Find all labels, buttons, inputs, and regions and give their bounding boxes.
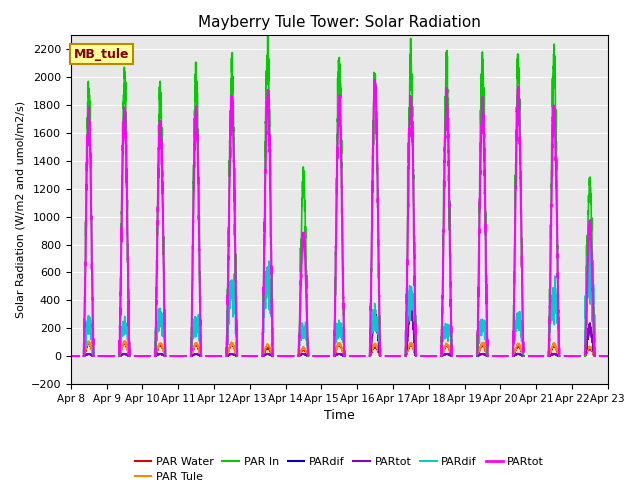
PARdif	[67, 353, 75, 359]
PAR In	[604, 353, 612, 359]
PAR In	[604, 353, 611, 359]
PARtot	[604, 353, 611, 359]
PARtot	[319, 353, 327, 359]
PARdif	[319, 353, 327, 359]
PAR In	[460, 353, 467, 359]
PARdif	[604, 353, 611, 359]
PAR In	[319, 353, 327, 359]
PARdif	[604, 353, 612, 359]
PARdif	[319, 353, 327, 359]
Line: PARdif: PARdif	[71, 236, 608, 356]
PAR Tule	[430, 353, 438, 359]
Line: PARtot: PARtot	[71, 300, 608, 356]
PARtot	[604, 353, 611, 359]
X-axis label: Time: Time	[324, 409, 355, 422]
PARdif	[67, 353, 75, 359]
PARtot	[460, 353, 467, 359]
Line: PAR Water: PAR Water	[71, 341, 608, 356]
PARtot	[319, 353, 327, 359]
Line: PAR Tule: PAR Tule	[71, 341, 608, 356]
PAR Tule	[604, 353, 612, 359]
Title: Mayberry Tule Tower: Solar Radiation: Mayberry Tule Tower: Solar Radiation	[198, 15, 481, 30]
PAR Water	[490, 353, 498, 359]
PAR Water	[67, 353, 75, 359]
PARtot	[604, 353, 612, 359]
Text: MB_tule: MB_tule	[74, 48, 129, 60]
PARdif	[460, 353, 467, 359]
Legend: PAR Water, PAR Tule, PAR In, PARdif, PARtot, PARdif, PARtot: PAR Water, PAR Tule, PAR In, PARdif, PAR…	[130, 452, 548, 480]
PARtot	[67, 353, 75, 359]
PARtot	[67, 353, 75, 359]
Line: PARdif: PARdif	[71, 299, 608, 356]
Line: PARtot: PARtot	[71, 80, 608, 356]
PAR In	[67, 353, 75, 359]
PAR Tule	[490, 353, 498, 359]
PARtot	[490, 353, 498, 359]
PARdif	[490, 353, 498, 359]
PAR In	[430, 353, 438, 359]
PAR Tule	[67, 353, 75, 359]
PARdif	[460, 353, 467, 359]
PARdif	[604, 353, 611, 359]
PAR Water	[460, 353, 467, 359]
PARtot	[604, 353, 612, 359]
PAR Tule	[604, 353, 611, 359]
PARtot	[490, 353, 498, 359]
PAR Tule	[319, 353, 327, 359]
PAR Water	[319, 353, 327, 359]
PARdif	[430, 353, 438, 359]
PAR Water	[430, 353, 438, 359]
PARtot	[460, 353, 467, 359]
PARtot	[430, 353, 438, 359]
Line: PAR In: PAR In	[71, 10, 608, 356]
PAR Water	[604, 353, 612, 359]
PAR In	[490, 353, 498, 359]
PARdif	[604, 353, 612, 359]
PARdif	[490, 353, 498, 359]
PARdif	[430, 353, 438, 359]
PAR Tule	[460, 353, 467, 359]
PAR Water	[604, 353, 611, 359]
Y-axis label: Solar Radiation (W/m2 and umol/m2/s): Solar Radiation (W/m2 and umol/m2/s)	[15, 101, 25, 318]
PARtot	[430, 353, 438, 359]
